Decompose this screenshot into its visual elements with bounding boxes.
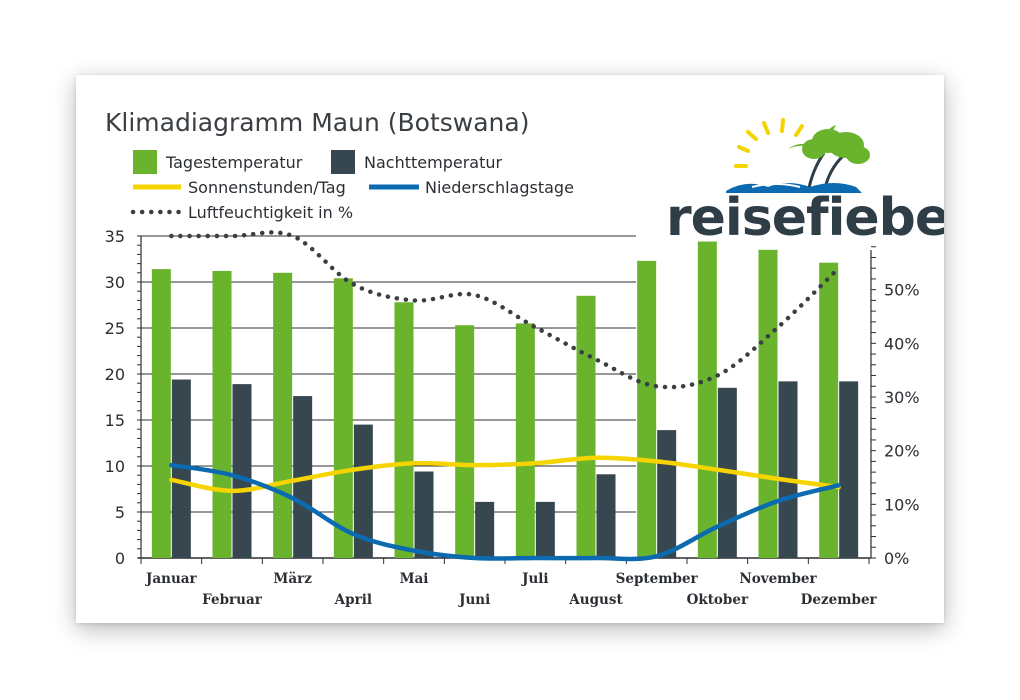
- bar-nachttemperatur: [353, 424, 373, 558]
- line-luftfeuchtigkeit-in-: [169, 230, 841, 390]
- bar-tagestemperatur: [515, 323, 535, 558]
- bar-nachttemperatur: [778, 381, 798, 558]
- y-left-tick-label: 15: [105, 411, 125, 430]
- y-left-tick-label: 5: [115, 503, 125, 522]
- palm-tree-icon: [788, 125, 870, 194]
- y-right-tick-label: 10%: [884, 495, 920, 514]
- bar-tagestemperatur: [151, 269, 171, 558]
- y-right-tick-label: 0%: [884, 549, 909, 568]
- y-left-tick-label: 35: [105, 227, 125, 246]
- x-tick-label: März: [273, 571, 312, 587]
- x-tick-label: April: [334, 592, 372, 608]
- bar-nachttemperatur: [657, 430, 677, 558]
- reisefieber-logo: reisefieber: [666, 118, 944, 248]
- bar-tagestemperatur: [697, 241, 717, 558]
- x-tick-label: Juni: [458, 592, 490, 608]
- bar-tagestemperatur: [576, 295, 596, 558]
- x-tick-label: September: [616, 571, 699, 587]
- legend-swatch-tagestemperatur: [133, 150, 157, 174]
- legend-label-luftfeuchtigkeit: Luftfeuchtigkeit in %: [188, 203, 353, 222]
- line-niederschlagstage: [169, 462, 841, 562]
- bar-tagestemperatur: [333, 278, 353, 558]
- legend-label-nachttemperatur: Nachttemperatur: [364, 153, 502, 172]
- bar-nachttemperatur: [839, 381, 859, 558]
- bar-nachttemperatur: [596, 474, 616, 558]
- x-tick-label: Februar: [202, 592, 263, 608]
- y-left-tick-label: 10: [105, 457, 125, 476]
- bar-nachttemperatur: [414, 471, 434, 558]
- bar-tagestemperatur: [273, 272, 293, 558]
- climate-chart: Klimadiagramm Maun (Botswana) Tagestempe…: [105, 108, 944, 608]
- x-tick-label: Mai: [400, 571, 429, 587]
- bar-tagestemperatur: [758, 249, 778, 559]
- bar-nachttemperatur: [232, 384, 252, 558]
- x-tick-label: Januar: [145, 571, 198, 587]
- wave-icon: [726, 183, 862, 193]
- legend-label-sonnenstunden: Sonnenstunden/Tag: [188, 178, 346, 197]
- legend-label-niederschlagstage: Niederschlagstage: [425, 178, 574, 197]
- bar-tagestemperatur: [455, 325, 475, 558]
- y-right-tick-label: 30%: [884, 388, 920, 407]
- x-tick-label: August: [568, 592, 623, 608]
- legend: Tagestemperatur Nachttemperatur Sonnenst…: [130, 150, 574, 222]
- bar-tagestemperatur: [819, 262, 839, 558]
- plot-area: 0 5 10 15 20 25 30 35 0% 10% 20% 30% 40% 50% JanuarFeb…: [105, 227, 920, 608]
- y-right-tick-label: 50%: [884, 281, 920, 300]
- y-right-tick-label: 20%: [884, 442, 920, 461]
- bar-tagestemperatur: [394, 302, 414, 558]
- chart-card: Klimadiagramm Maun (Botswana) Tagestempe…: [76, 75, 944, 623]
- x-tick-label: November: [739, 571, 817, 587]
- y-left-tick-label: 20: [105, 365, 125, 384]
- x-tick-label: Juli: [521, 571, 548, 587]
- y-left-tick-label: 30: [105, 273, 125, 292]
- chart-title: Klimadiagramm Maun (Botswana): [105, 108, 529, 137]
- line-sonnenstunden-tag: [169, 455, 841, 494]
- sun-icon: [734, 118, 804, 193]
- legend-swatch-nachttemperatur: [331, 150, 355, 174]
- bar-tagestemperatur: [212, 270, 232, 558]
- bar-nachttemperatur: [475, 501, 495, 558]
- bar-nachttemperatur: [535, 501, 555, 558]
- bar-tagestemperatur: [637, 260, 657, 558]
- brand-wordmark: reisefieber: [666, 188, 944, 248]
- y-left-tick-label: 25: [105, 319, 125, 338]
- y-left-tick-label: 0: [115, 549, 125, 568]
- legend-label-tagestemperatur: Tagestemperatur: [165, 153, 303, 172]
- x-tick-label: Dezember: [801, 592, 878, 608]
- y-right-tick-label: 40%: [884, 334, 920, 353]
- x-tick-label: Oktober: [687, 592, 749, 608]
- bar-nachttemperatur: [171, 379, 191, 558]
